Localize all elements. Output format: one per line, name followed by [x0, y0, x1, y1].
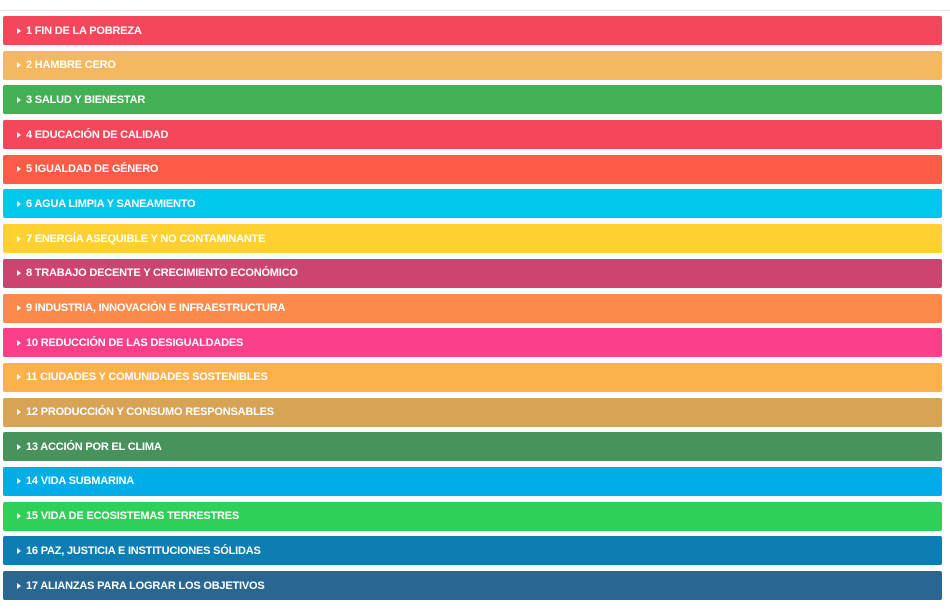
- goal-item-13[interactable]: 13 ACCIÓN POR EL CLIMA: [3, 432, 942, 462]
- caret-right-icon: [17, 27, 21, 34]
- caret-right-icon: [17, 305, 21, 311]
- goal-label: 1 FIN DE LA POBREZA: [26, 24, 142, 37]
- goal-label: 16 PAZ, JUSTICIA E INSTITUCIONES SÓLIDAS: [26, 544, 261, 557]
- caret-right-icon: [17, 513, 21, 520]
- goal-label: 2 HAMBRE CERO: [26, 59, 116, 72]
- goal-item-5[interactable]: 5 IGUALDAD DE GÉNERO: [3, 154, 942, 184]
- goal-label: 12 PRODUCCIÓN Y CONSUMO RESPONSABLES: [26, 406, 274, 419]
- caret-right-icon: [17, 131, 21, 138]
- goal-label: 7 ENERGÍA ASEQUIBLE Y NO CONTAMINANTE: [26, 232, 266, 245]
- caret-right-icon: [17, 270, 21, 277]
- goal-item-8[interactable]: 8 TRABAJO DECENTE Y CRECIMIENTO ECONÓMIC…: [3, 258, 942, 288]
- caret-right-icon: [17, 582, 21, 589]
- goal-item-14[interactable]: 14 VIDA SUBMARINA: [3, 466, 942, 496]
- goal-item-6[interactable]: 6 AGUA LIMPIA Y SANEAMIENTO: [3, 189, 942, 219]
- goal-label: 4 EDUCACIÓN DE CALIDAD: [26, 128, 169, 141]
- goal-label: 14 VIDA SUBMARINA: [26, 475, 135, 488]
- goals-accordion: 1 FIN DE LA POBREZA 2 HAMBRE CERO 3 SALU…: [3, 16, 942, 606]
- caret-right-icon: [17, 200, 21, 207]
- goal-item-9[interactable]: 9 INDUSTRIA, INNOVACIÓN E INFRAESTRUCTUR…: [3, 293, 942, 323]
- goal-item-4[interactable]: 4 EDUCACIÓN DE CALIDAD: [3, 120, 942, 150]
- goal-item-17[interactable]: 17 ALIANZAS PARA LOGRAR LOS OBJETIVOS: [3, 571, 942, 600]
- caret-right-icon: [17, 409, 21, 416]
- goal-item-3[interactable]: 3 SALUD Y BIENESTAR: [3, 85, 942, 115]
- goal-item-11[interactable]: 11 CIUDADES Y COMUNIDADES SOSTENIBLES: [3, 362, 942, 392]
- goal-item-7[interactable]: 7 ENERGÍA ASEQUIBLE Y NO CONTAMINANTE: [3, 224, 942, 254]
- goal-item-1[interactable]: 1 FIN DE LA POBREZA: [3, 16, 942, 45]
- goal-item-15[interactable]: 15 VIDA DE ECOSISTEMAS TERRESTRES: [3, 501, 942, 531]
- caret-right-icon: [17, 478, 21, 485]
- caret-right-icon: [17, 547, 21, 554]
- goal-label: 13 ACCIÓN POR EL CLIMA: [26, 440, 162, 453]
- caret-right-icon: [17, 96, 21, 103]
- goal-label: 6 AGUA LIMPIA Y SANEAMIENTO: [26, 197, 196, 210]
- caret-right-icon: [17, 339, 21, 346]
- goal-label: 8 TRABAJO DECENTE Y CRECIMIENTO ECONÓMIC…: [26, 267, 298, 280]
- goal-label: 15 VIDA DE ECOSISTEMAS TERRESTRES: [26, 510, 240, 523]
- goal-label: 3 SALUD Y BIENESTAR: [26, 93, 146, 106]
- goal-label: 5 IGUALDAD DE GÉNERO: [26, 163, 159, 176]
- goal-item-10[interactable]: 10 REDUCCIÓN DE LAS DESIGUALDADES: [3, 328, 942, 358]
- goal-item-2[interactable]: 2 HAMBRE CERO: [3, 50, 942, 80]
- top-divider: [0, 10, 950, 11]
- goal-label: 10 REDUCCIÓN DE LAS DESIGUALDADES: [26, 336, 244, 349]
- goal-item-12[interactable]: 12 PRODUCCIÓN Y CONSUMO RESPONSABLES: [3, 397, 942, 427]
- goal-label: 9 INDUSTRIA, INNOVACIÓN E INFRAESTRUCTUR…: [26, 302, 286, 314]
- goal-item-16[interactable]: 16 PAZ, JUSTICIA E INSTITUCIONES SÓLIDAS: [3, 536, 942, 566]
- caret-right-icon: [17, 62, 21, 69]
- caret-right-icon: [17, 443, 21, 450]
- goal-label: 17 ALIANZAS PARA LOGRAR LOS OBJETIVOS: [26, 579, 265, 592]
- goal-label: 11 CIUDADES Y COMUNIDADES SOSTENIBLES: [26, 371, 268, 384]
- caret-right-icon: [17, 166, 21, 173]
- caret-right-icon: [17, 374, 21, 381]
- caret-right-icon: [17, 235, 21, 242]
